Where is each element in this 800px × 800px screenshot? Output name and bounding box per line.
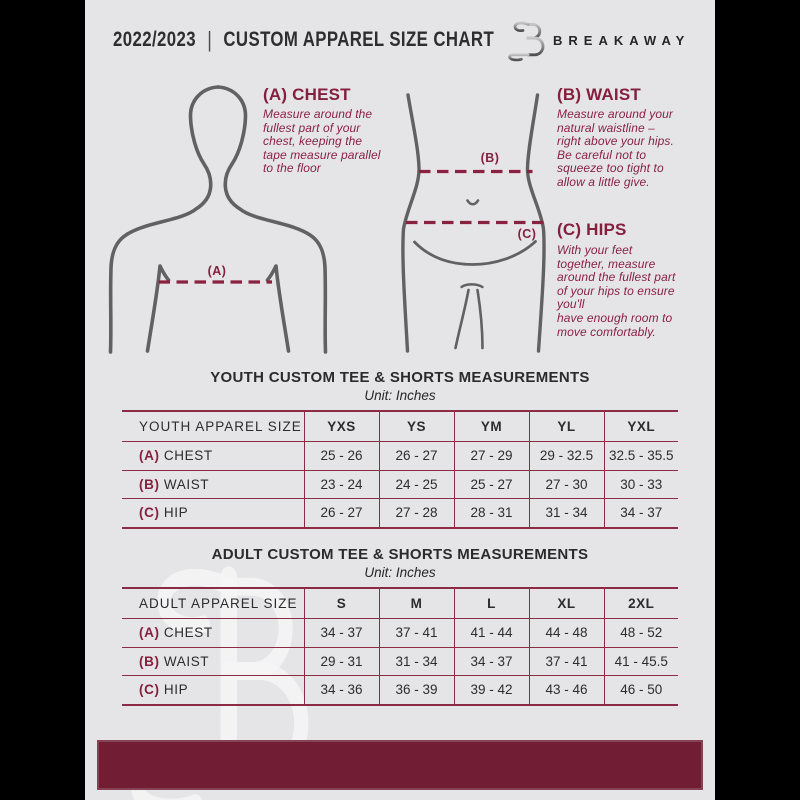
youth-size-table: YOUTH APPAREL SIZE YXS YS YM YL YXL (A) … — [122, 410, 678, 529]
chest-heading: (A) CHEST — [263, 85, 351, 104]
table-cell: 41 - 45.5 — [603, 646, 678, 676]
adult-apparel-size-header: ADULT APPAREL SIZE — [122, 587, 305, 619]
table-cell: 31 - 34 — [528, 498, 605, 529]
adult-size-xl: XL — [528, 587, 605, 619]
youth-waist-marker: (B) — [139, 476, 160, 492]
youth-chest-row: (A) CHEST 25 - 26 26 - 27 27 - 29 29 - 3… — [122, 441, 678, 471]
table-cell: 34 - 36 — [303, 675, 380, 706]
table-cell: 27 - 29 — [453, 441, 530, 471]
youth-waist-label: (B) WAIST — [122, 469, 305, 499]
adult-waist-row: (B) WAIST 29 - 31 31 - 34 34 - 37 37 - 4… — [122, 646, 678, 676]
adult-hip-marker: (C) — [139, 682, 160, 698]
title-separator: | — [207, 27, 213, 52]
table-cell: 26 - 27 — [303, 498, 380, 529]
table-cell: 36 - 39 — [378, 675, 455, 706]
brand-name: BREAKAWAY — [553, 33, 691, 48]
page-title: 2022/2023 | CUSTOM APPAREL SIZE CHART — [113, 27, 494, 53]
chest-description: Measure around the fullest part of your … — [263, 107, 381, 176]
youth-waist-row: (B) WAIST 23 - 24 24 - 25 25 - 27 27 - 3… — [122, 469, 678, 499]
adult-size-m: M — [378, 587, 455, 619]
title-main: CUSTOM APPAREL SIZE CHART — [223, 28, 495, 51]
youth-apparel-size-header: YOUTH APPAREL SIZE — [122, 410, 305, 442]
table-cell: 43 - 46 — [528, 675, 605, 706]
youth-table-header-row: YOUTH APPAREL SIZE YXS YS YM YL YXL — [122, 410, 678, 442]
table-cell: 37 - 41 — [378, 618, 455, 648]
youth-size-ys: YS — [378, 410, 455, 442]
table-cell: 37 - 41 — [528, 646, 605, 676]
adult-hip-label: (C) HIP — [122, 675, 305, 706]
chest-figure — [108, 85, 328, 354]
youth-hip-row: (C) HIP 26 - 27 27 - 28 28 - 31 31 - 34 … — [122, 498, 678, 529]
table-cell: 34 - 37 — [303, 618, 380, 648]
adult-size-table: ADULT APPAREL SIZE S M L XL 2XL (A) CHES… — [122, 587, 678, 706]
adult-size-l: L — [453, 587, 530, 619]
hips-figure — [401, 93, 546, 353]
adult-chest-marker: (A) — [139, 625, 160, 641]
adult-section-title: ADULT CUSTOM TEE & SHORTS MEASUREMENTS — [211, 546, 589, 563]
adult-table-header-row: ADULT APPAREL SIZE S M L XL 2XL — [122, 587, 678, 619]
table-cell: 24 - 25 — [378, 469, 455, 499]
adult-chest-label: (A) CHEST — [122, 618, 305, 648]
table-cell: 39 - 42 — [453, 675, 530, 706]
youth-size-yxl: YXL — [603, 410, 678, 442]
adult-unit-label: Unit: Inches — [364, 565, 436, 580]
table-cell: 30 - 33 — [603, 469, 678, 499]
table-cell: 25 - 27 — [453, 469, 530, 499]
table-cell: 26 - 27 — [378, 441, 455, 471]
table-cell: 27 - 28 — [378, 498, 455, 529]
hips-heading: (C) HIPS — [557, 220, 627, 239]
table-cell: 28 - 31 — [453, 498, 530, 529]
table-cell: 29 - 32.5 — [528, 441, 605, 471]
youth-chest-marker: (A) — [139, 448, 160, 464]
youth-size-yl: YL — [528, 410, 605, 442]
body-figures-illustration — [108, 85, 546, 354]
adult-chest-row: (A) CHEST 34 - 37 37 - 41 41 - 44 44 - 4… — [122, 618, 678, 648]
adult-size-s: S — [303, 587, 380, 619]
table-cell: 44 - 48 — [528, 618, 605, 648]
table-cell: 34 - 37 — [603, 498, 678, 529]
table-cell: 29 - 31 — [303, 646, 380, 676]
table-cell: 31 - 34 — [378, 646, 455, 676]
table-cell: 46 - 50 — [603, 675, 678, 706]
title-year: 2022/2023 — [113, 28, 197, 51]
table-cell: 27 - 30 — [528, 469, 605, 499]
youth-size-ym: YM — [453, 410, 530, 442]
youth-section-title: YOUTH CUSTOM TEE & SHORTS MEASUREMENTS — [210, 369, 590, 386]
table-cell: 25 - 26 — [303, 441, 380, 471]
table-cell: 48 - 52 — [603, 618, 678, 648]
waist-heading: (B) WAIST — [557, 85, 641, 104]
waist-description: Measure around your natural waistline – … — [557, 107, 674, 189]
table-cell: 23 - 24 — [303, 469, 380, 499]
hips-marker-label: (C) — [517, 227, 537, 241]
chart-page: 2022/2023 | CUSTOM APPAREL SIZE CHART — [85, 0, 715, 800]
chest-marker-label: (A) — [207, 264, 227, 278]
youth-size-yxs: YXS — [303, 410, 380, 442]
youth-hip-marker: (C) — [139, 505, 160, 521]
adult-hip-row: (C) HIP 34 - 36 36 - 39 39 - 42 43 - 46 … — [122, 675, 678, 706]
youth-unit-label: Unit: Inches — [364, 388, 436, 403]
adult-size-2xl: 2XL — [603, 587, 678, 619]
table-cell: 41 - 44 — [453, 618, 530, 648]
waist-marker-label: (B) — [480, 151, 500, 165]
adult-waist-label: (B) WAIST — [122, 646, 305, 676]
hips-description: With your feet together, measure around … — [557, 243, 676, 339]
table-cell: 34 - 37 — [453, 646, 530, 676]
youth-hip-label: (C) HIP — [122, 498, 305, 529]
youth-chest-label: (A) CHEST — [122, 441, 305, 471]
adult-waist-marker: (B) — [139, 653, 160, 669]
table-cell: 32.5 - 35.5 — [603, 441, 678, 471]
footer-accent-bar — [97, 740, 703, 790]
